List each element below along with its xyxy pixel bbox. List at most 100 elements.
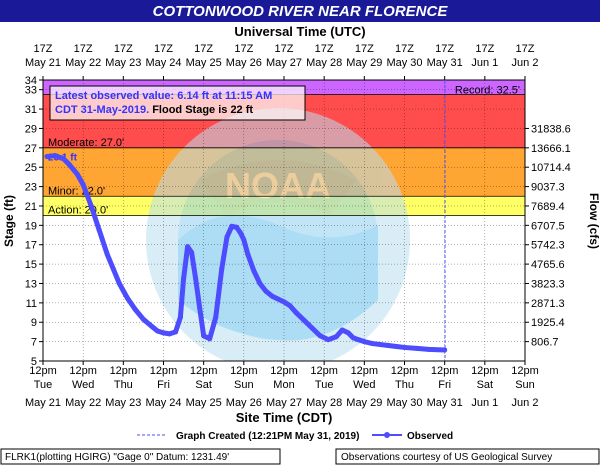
- x-tick-day: Thu: [114, 379, 133, 391]
- observed-data-point: [426, 346, 432, 352]
- x-tick-day: Tue: [34, 379, 53, 391]
- x-top-tick-hour: 17Z: [234, 43, 253, 55]
- observed-data-point: [238, 230, 244, 236]
- x-tick-hour: 12pm: [431, 365, 459, 377]
- x-top-tick-hour: 17Z: [154, 43, 173, 55]
- observed-data-point: [355, 337, 361, 343]
- observed-data-point: [402, 344, 407, 350]
- x-top-tick-hour: 17Z: [34, 43, 53, 55]
- x-top-tick-hour: 17Z: [475, 43, 494, 55]
- x-tick-hour: 12pm: [351, 365, 379, 377]
- observed-data-point: [177, 314, 183, 320]
- observed-data-point: [181, 276, 187, 282]
- x-tick-day: Fri: [438, 379, 451, 391]
- x-top-tick-hour: 17Z: [435, 43, 454, 55]
- y-axis-title: Stage (ft): [2, 195, 16, 247]
- observed-data-point: [257, 280, 263, 286]
- x-tick-hour: 12pm: [190, 365, 218, 377]
- x-tick-date: May 31: [427, 397, 463, 409]
- observed-data-point: [393, 343, 399, 349]
- x-top-tick-hour: 17Z: [275, 43, 294, 55]
- x-top-tick-hour: 17Z: [315, 43, 334, 55]
- x-tick-date: Jun 1: [471, 397, 498, 409]
- x-tick-date: May 25: [186, 397, 222, 409]
- observed-data-point: [189, 249, 195, 255]
- x-top-tick-date: Jun 2: [512, 57, 539, 69]
- x-top-tick-date: May 29: [346, 57, 382, 69]
- y-tick-label: 5: [31, 356, 37, 368]
- y-tick-label: 23: [25, 182, 37, 194]
- x-tick-day: Wed: [353, 379, 375, 391]
- x-top-tick-date: May 30: [386, 57, 422, 69]
- observed-data-point: [241, 237, 247, 243]
- x-top-tick-hour: 17Z: [114, 43, 133, 55]
- observed-data-point: [219, 266, 225, 272]
- x-top-tick-hour: 17Z: [194, 43, 213, 55]
- observed-data-point: [377, 342, 383, 348]
- x-tick-day: Fri: [157, 379, 170, 391]
- flow-tick-label: 13666.1: [531, 143, 571, 155]
- noaa-watermark: NOAA: [146, 108, 410, 361]
- flow-tick-label: 6707.5: [531, 220, 565, 232]
- observed-data-point: [52, 153, 58, 159]
- observed-data-point: [361, 339, 367, 345]
- x-tick-date: May 22: [65, 397, 101, 409]
- x-tick-day: Sun: [515, 379, 535, 391]
- observed-data-point: [275, 296, 281, 302]
- observed-data-point: [317, 333, 323, 339]
- threshold-label-minor: Minor: 22.0': [48, 185, 105, 197]
- x-tick-date: May 27: [266, 397, 302, 409]
- x-tick-hour: 12pm: [471, 365, 499, 377]
- y-tick-label: 9: [31, 317, 37, 329]
- observed-data-point: [104, 251, 110, 257]
- x-tick-day: Mon: [273, 379, 294, 391]
- noaa-watermark-text: NOAA: [225, 165, 331, 206]
- observed-data-point: [245, 251, 251, 257]
- x-tick-date: May 26: [226, 397, 262, 409]
- x-top-tick-date: May 28: [306, 57, 342, 69]
- latest-value-annotation: Latest observed value: 6.14 ft at 11:15 …: [49, 85, 306, 121]
- x-tick-hour: 12pm: [29, 365, 57, 377]
- observed-data-point: [132, 307, 138, 313]
- observed-data-point: [309, 325, 315, 331]
- annotation-date: CDT 31-May-2019.: [55, 104, 149, 116]
- observed-data-point: [229, 223, 235, 229]
- observed-data-point: [154, 328, 160, 334]
- x-tick-date: May 28: [306, 397, 342, 409]
- observed-data-point: [345, 330, 351, 336]
- threshold-label-record: Record: 32.5': [455, 85, 520, 97]
- x-tick-day: Thu: [395, 379, 414, 391]
- observed-data-point: [185, 244, 191, 250]
- x-tick-hour: 12pm: [230, 365, 258, 377]
- observed-data-point: [234, 224, 240, 230]
- flow-tick-label: 5742.3: [531, 240, 565, 252]
- top-axis-title: Universal Time (UTC): [234, 24, 365, 39]
- observed-data-point: [44, 154, 50, 160]
- x-axis-title: Site Time (CDT): [236, 410, 333, 425]
- x-tick-date: May 21: [25, 397, 61, 409]
- observed-data-point: [385, 342, 391, 348]
- x-top-tick-date: May 21: [25, 57, 61, 69]
- observed-data-point: [197, 305, 203, 311]
- footer-right-box: [335, 448, 600, 465]
- observed-data-point: [287, 303, 293, 309]
- legend-graph-created: Graph Created (12:21PM May 31, 2019): [176, 431, 359, 442]
- observed-data-point: [442, 347, 448, 353]
- x-tick-date: May 23: [105, 397, 141, 409]
- title-bar: [0, 0, 600, 22]
- y-tick-label: 33: [25, 85, 37, 97]
- x-top-tick-date: May 23: [105, 57, 141, 69]
- observed-data-point: [213, 314, 219, 320]
- x-top-tick-date: May 22: [65, 57, 101, 69]
- y-tick-label: 21: [25, 201, 37, 213]
- observed-data-point: [96, 227, 102, 233]
- x-top-tick-hour: 17Z: [516, 43, 535, 55]
- x-top-tick-date: May 26: [226, 57, 262, 69]
- flow-tick-label: 806.7: [531, 337, 559, 349]
- observed-data-point: [281, 299, 287, 305]
- x-top-tick-date: Jun 1: [471, 57, 498, 69]
- annotation-line-1: Latest observed value: 6.14 ft at 11:15 …: [55, 90, 272, 102]
- footer-left: FLRK1(plotting HGIRG) "Gage 0" Datum: 12…: [5, 452, 229, 463]
- flow-tick-label: 2871.3: [531, 298, 565, 310]
